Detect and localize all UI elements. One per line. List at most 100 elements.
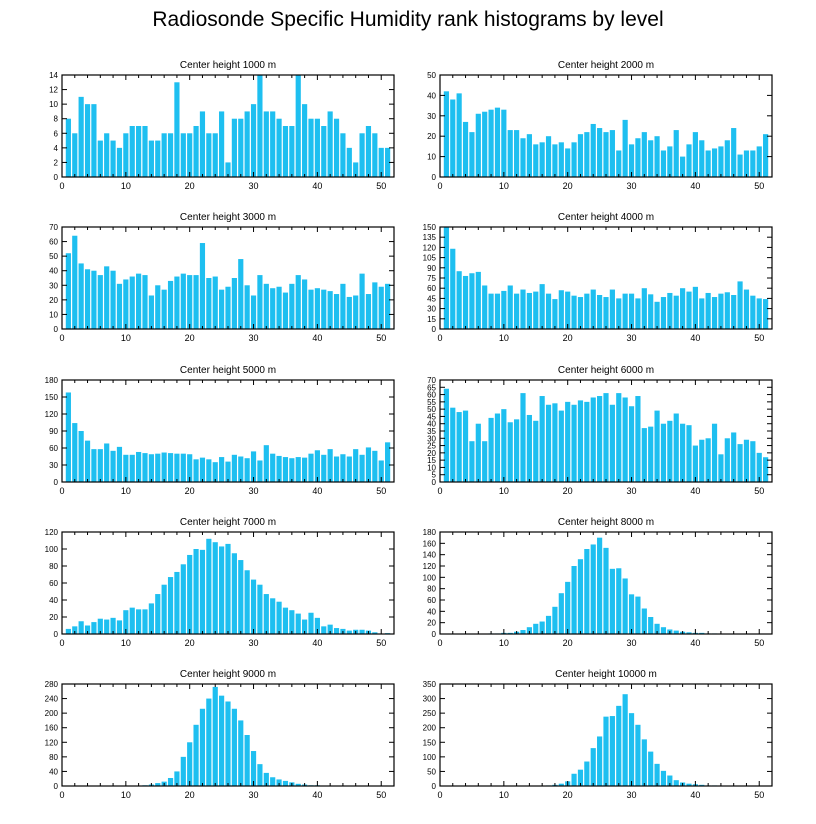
panel-3-bar	[295, 275, 301, 329]
panel-9-x-tick-label: 10	[121, 790, 131, 800]
panel-10-title: Center height 10000 m	[555, 669, 657, 680]
panel-6-bar	[699, 439, 705, 482]
panel-9-bar	[212, 686, 218, 786]
panel-3-bar	[263, 283, 269, 329]
panel-8-bar	[571, 566, 577, 634]
panel-1-y-tick-label: 0	[54, 173, 59, 182]
panel-3-bar	[308, 289, 314, 329]
panel-4-bar	[750, 295, 756, 329]
panel-5-bar	[136, 451, 142, 482]
panel-10-bar	[622, 694, 628, 786]
panel-5-bar	[308, 453, 314, 482]
panel-2-bar	[680, 156, 686, 177]
panel-4-bar	[609, 289, 615, 329]
panel-2-bar	[622, 119, 628, 177]
panel-4-bar	[724, 292, 730, 329]
panel-3-bar	[104, 266, 110, 329]
panel-5-title: Center height 5000 m	[180, 365, 276, 376]
panel-5-x-tick-label: 30	[249, 486, 259, 496]
panel-5-bar	[84, 440, 91, 482]
panel-9-y-tick-label: 160	[45, 724, 59, 733]
panel-8-bar	[609, 568, 615, 634]
panel-1-bar	[72, 133, 78, 177]
panel-7-bar	[263, 594, 269, 634]
panel-8-bar	[558, 593, 564, 634]
panel-5-bar	[199, 457, 206, 482]
panel-8-x-tick-label: 0	[437, 638, 442, 648]
panel-7-bar	[129, 607, 135, 634]
panel-8-y-tick-label: 120	[423, 562, 437, 571]
panel-2-bar	[737, 154, 743, 177]
panel-1-bar	[180, 133, 186, 177]
panel-9-bar	[257, 764, 263, 786]
panel-9-bar	[250, 751, 257, 786]
panel-2-bar	[699, 140, 705, 177]
panel-7-bar	[174, 571, 180, 634]
panel-5-bar	[225, 461, 231, 482]
panel-10-y-tick-label: 250	[423, 709, 437, 718]
panel-4-bar	[469, 273, 475, 329]
panel-1-bar	[116, 147, 123, 177]
panel-1-bar	[65, 118, 71, 177]
panel-1-bar	[289, 126, 295, 177]
panel-9-bar	[174, 771, 180, 786]
panel-7-bar	[359, 629, 365, 634]
panel-6-x-tick-label: 30	[627, 486, 637, 496]
panel-1-bar	[321, 126, 327, 177]
panel-6-bar	[756, 452, 762, 482]
panel-7-bar	[333, 628, 340, 634]
panel-8-bar	[545, 615, 552, 634]
panel-6-y-tick-label: 40	[427, 420, 436, 429]
panel-6-y-tick-label: 45	[427, 412, 436, 421]
panel-3-bar	[346, 296, 352, 329]
panel-7-bar	[308, 612, 314, 634]
panel-4-x-tick-label: 30	[627, 333, 637, 343]
panel-5-bar	[193, 459, 199, 482]
panel-4-y-tick-label: 0	[432, 325, 437, 334]
panel-2-bar	[763, 134, 769, 177]
panel-7-bar	[225, 543, 231, 634]
panel-3-bar	[225, 286, 231, 329]
panel-1-bar	[257, 75, 263, 177]
panel-9-x-tick-label: 20	[185, 790, 195, 800]
panel-4-bar	[648, 294, 654, 329]
panel-5-bar	[161, 452, 167, 482]
panel-9-bar	[180, 756, 186, 786]
panel-7-bar	[123, 610, 129, 634]
panel-3-bar	[270, 288, 276, 329]
panel-4-bar	[501, 290, 507, 329]
panel-7-bar	[199, 549, 206, 634]
panel-3-bar	[244, 285, 250, 329]
panel-5-bar	[257, 460, 263, 482]
panel-6-bar	[514, 419, 520, 482]
figure-title: Radiosonde Specific Humidity rank histog…	[152, 8, 664, 31]
panel-5-bar	[65, 392, 71, 482]
panel-6-bar	[507, 422, 513, 482]
panel-3-bar	[378, 286, 384, 329]
panel-8-bar	[660, 627, 667, 634]
panel-3-title: Center height 3000 m	[180, 212, 276, 223]
panel-7-bar	[193, 549, 199, 634]
panel-2-bar	[469, 132, 475, 177]
panel-2-bar	[628, 144, 635, 177]
panel-6-y-tick-label: 10	[427, 463, 436, 472]
panel-4-bar	[456, 271, 462, 329]
panel-1-bar	[346, 147, 352, 177]
panel-7-y-tick-label: 100	[45, 545, 59, 554]
panel-2-y-tick-label: 10	[427, 153, 436, 162]
panel-5-bar	[340, 454, 346, 482]
panel-2-bar	[533, 144, 539, 177]
panel-6-bar	[616, 393, 622, 482]
panel-1-bar	[155, 140, 161, 177]
panel-4-y-tick-label: 45	[427, 294, 436, 303]
panel-7-bar	[161, 584, 167, 634]
panel-6-bar	[565, 401, 571, 482]
panel-8-bar	[584, 549, 590, 634]
panel-4-bar	[571, 295, 577, 329]
panel-1-bar	[308, 118, 314, 177]
panel-1-title: Center height 1000 m	[180, 60, 276, 71]
panel-2-x-tick-label: 20	[563, 181, 573, 191]
panel-4-bar	[743, 289, 750, 329]
panel-6-y-tick-label: 60	[427, 391, 436, 400]
panel-7-x-tick-label: 20	[185, 638, 195, 648]
